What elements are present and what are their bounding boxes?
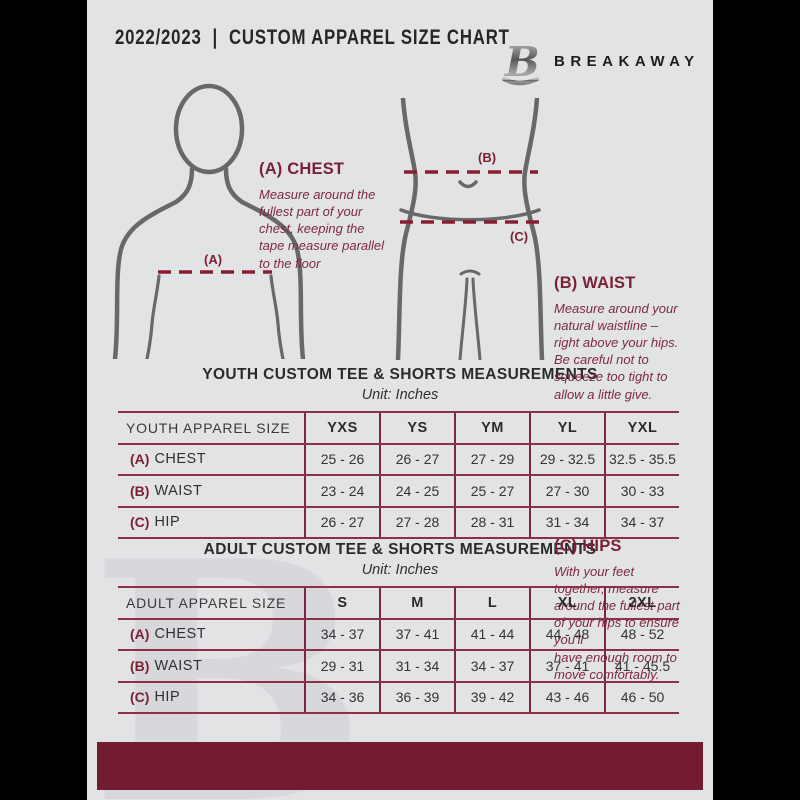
instruction-waist-heading: (B) WAIST — [554, 273, 636, 292]
diagram-label-hips: (C) — [510, 229, 528, 244]
youth-hip-yxl: 34 - 37 — [604, 507, 679, 537]
diagram-label-chest: (A) — [204, 252, 222, 267]
adult-label-header: ADULT APPAREL SIZE — [126, 594, 287, 611]
adult-table-unit: Unit: Inches — [361, 562, 439, 578]
youth-hip-label: (C) HIP — [130, 514, 181, 531]
adult-size-table: ADULT APPAREL SIZE S M L XL 2XL (A) CHES… — [118, 586, 679, 714]
youth-waist-yl: 27 - 30 — [529, 476, 604, 506]
youth-chest-label: (A) CHEST — [130, 451, 207, 468]
adult-hip-xl: 43 - 46 — [529, 682, 604, 712]
instruction-chest: (A) CHEST Measure around the fullest par… — [259, 160, 417, 272]
diagram-label-waist: (B) — [478, 150, 496, 165]
youth-col-ym: YM — [454, 413, 529, 443]
youth-table-title: YOUTH CUSTOM TEE & SHORTS MEASUREMENTS — [202, 366, 598, 383]
youth-chest-ys: 26 - 27 — [379, 444, 454, 474]
brand-lockup: B BREAKAWAY — [501, 36, 711, 88]
youth-size-table: YOUTH APPAREL SIZE YXS YS YM YL YXL (A) … — [118, 411, 679, 539]
adult-waist-2xl: 41 - 45.5 — [604, 651, 679, 681]
youth-table-unit: Unit: Inches — [361, 387, 439, 403]
adult-hip-l: 39 - 42 — [454, 682, 529, 712]
adult-col-l: L — [454, 588, 529, 618]
footer-bar — [97, 742, 703, 790]
size-chart-page: B 2022/2023 | CUSTOM APPAREL SIZE CHART … — [87, 0, 713, 800]
youth-header-row: YOUTH APPAREL SIZE YXS YS YM YL YXL — [118, 413, 679, 445]
upper-body-diagram: (A) — [112, 83, 306, 359]
instruction-waist: (B) WAIST Measure around your natural wa… — [554, 274, 713, 403]
instruction-chest-heading: (A) CHEST — [259, 160, 345, 178]
youth-chest-yxl: 32.5 - 35.5 — [604, 444, 679, 474]
adult-waist-row: (B) WAIST 29 - 31 31 - 34 34 - 37 37 - 4… — [118, 651, 679, 683]
youth-waist-ys: 24 - 25 — [379, 476, 454, 506]
adult-table-title: ADULT CUSTOM TEE & SHORTS MEASUREMENTS — [203, 541, 597, 558]
brand-name: BREAKAWAY — [554, 53, 700, 70]
adult-waist-xl: 37 - 41 — [529, 651, 604, 681]
adult-header-row: ADULT APPAREL SIZE S M L XL 2XL — [118, 588, 679, 620]
adult-hip-label: (C) HIP — [130, 689, 181, 706]
youth-waist-row: (B) WAIST 23 - 24 24 - 25 25 - 27 27 - 3… — [118, 476, 679, 508]
adult-chest-m: 37 - 41 — [379, 619, 454, 649]
youth-waist-yxl: 30 - 33 — [604, 476, 679, 506]
adult-hip-s: 34 - 36 — [304, 682, 379, 712]
adult-hip-2xl: 46 - 50 — [604, 682, 679, 712]
adult-waist-m: 31 - 34 — [379, 651, 454, 681]
youth-chest-yl: 29 - 32.5 — [529, 444, 604, 474]
adult-waist-s: 29 - 31 — [304, 651, 379, 681]
adult-chest-l: 41 - 44 — [454, 619, 529, 649]
instruction-waist-body: Measure around your natural waistline – … — [554, 300, 679, 402]
youth-label-header: YOUTH APPAREL SIZE — [126, 419, 291, 436]
instruction-chest-body: Measure around the fullest part of your … — [259, 187, 385, 271]
adult-col-m: M — [379, 588, 454, 618]
adult-hip-m: 36 - 39 — [379, 682, 454, 712]
youth-chest-ym: 27 - 29 — [454, 444, 529, 474]
adult-chest-row: (A) CHEST 34 - 37 37 - 41 41 - 44 44 - 4… — [118, 619, 679, 651]
adult-waist-label: (B) WAIST — [130, 657, 203, 674]
adult-chest-label: (A) CHEST — [130, 626, 207, 643]
youth-hip-row: (C) HIP 26 - 27 27 - 28 28 - 31 31 - 34 … — [118, 507, 679, 539]
page-title: 2022/2023 | CUSTOM APPAREL SIZE CHART — [115, 26, 510, 49]
instruction-hips: (C) HIPS With your feet together, measur… — [554, 537, 713, 683]
adult-waist-l: 34 - 37 — [454, 651, 529, 681]
youth-col-yl: YL — [529, 413, 604, 443]
adult-col-xl: XL — [529, 588, 604, 618]
adult-col-s: S — [304, 588, 379, 618]
youth-col-yxs: YXS — [304, 413, 379, 443]
instruction-hips-body: With your feet together, measure around … — [554, 563, 680, 682]
instruction-hips-heading: (C) HIPS — [554, 536, 622, 555]
adult-chest-s: 34 - 37 — [304, 619, 379, 649]
youth-col-yxl: YXL — [604, 413, 679, 443]
youth-chest-row: (A) CHEST 25 - 26 26 - 27 27 - 29 29 - 3… — [118, 444, 679, 476]
lower-body-diagram: (B) (C) — [395, 98, 545, 360]
youth-hip-yxs: 26 - 27 — [304, 507, 379, 537]
adult-chest-xl: 44 - 48 — [529, 619, 604, 649]
youth-col-ys: YS — [379, 413, 454, 443]
youth-chest-yxs: 25 - 26 — [304, 444, 379, 474]
breakaway-logo-icon: B — [501, 38, 540, 86]
adult-col-2xl: 2XL — [604, 588, 679, 618]
adult-hip-row: (C) HIP 34 - 36 36 - 39 39 - 42 43 - 46 … — [118, 682, 679, 714]
youth-hip-ym: 28 - 31 — [454, 507, 529, 537]
adult-chest-2xl: 48 - 52 — [604, 619, 679, 649]
youth-hip-ys: 27 - 28 — [379, 507, 454, 537]
youth-waist-ym: 25 - 27 — [454, 476, 529, 506]
youth-waist-yxs: 23 - 24 — [304, 476, 379, 506]
youth-waist-label: (B) WAIST — [130, 482, 203, 499]
youth-hip-yl: 31 - 34 — [529, 507, 604, 537]
